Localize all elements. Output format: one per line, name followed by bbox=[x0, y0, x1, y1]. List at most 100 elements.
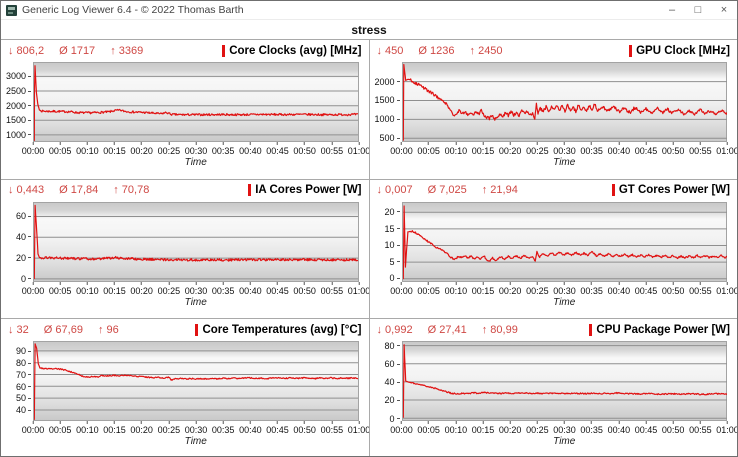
chart-stats-row: ↓ 806,2 Ø 1717 ↑ 3369 Core Clocks (avg) … bbox=[8, 43, 362, 58]
x-tick-label: 00:55 bbox=[689, 421, 712, 435]
x-tick-label: 00:35 bbox=[580, 281, 603, 296]
chart-grid: ↓ 806,2 Ø 1717 ↑ 3369 Core Clocks (avg) … bbox=[1, 39, 737, 456]
x-tick-label: 00:40 bbox=[608, 142, 630, 156]
chart-panel-core-temperatures: ↓ 32 Ø 67,69 ↑ 96 Core Temperatures (avg… bbox=[1, 319, 369, 456]
x-tick-label: 01:00 bbox=[348, 421, 369, 435]
chart-panel-gpu-clock: ↓ 450 Ø 1236 ↑ 2450 GPU Clock [MHz] 500 1… bbox=[369, 40, 737, 179]
x-axis: 00:00 00:05 00:10 00:15 00:20 00:25 00:30 00:35… bbox=[22, 421, 369, 436]
y-tick-label: 60 bbox=[16, 211, 31, 221]
title-bar[interactable]: Generic Log Viewer 6.4 - © 2022 Thomas B… bbox=[1, 1, 737, 20]
x-tick-label: 00:10 bbox=[445, 142, 467, 156]
x-tick-label: 00:50 bbox=[293, 281, 316, 296]
chart-stats: ↓ 0,007 Ø 7,025 ↑ 21,94 bbox=[377, 184, 518, 196]
x-tick-label: 01:00 bbox=[716, 421, 737, 435]
x-tick-label: 00:20 bbox=[130, 421, 153, 435]
stat-avg: Ø 1717 bbox=[59, 44, 96, 57]
y-tick-label: 40 bbox=[16, 405, 31, 415]
chart-panel-cpu-package-power: ↓ 0,992 Ø 27,41 ↑ 80,99 CPU Package Powe… bbox=[369, 319, 737, 456]
x-axis-title: Time bbox=[184, 157, 207, 168]
series-color-marker-icon bbox=[629, 44, 633, 57]
y-axis: 500 1000 1500 2000 bbox=[370, 62, 400, 143]
x-axis-title: Time bbox=[553, 157, 576, 168]
y-axis: 1000 1500 2000 2500 3000 bbox=[1, 62, 31, 142]
x-tick-label: 00:20 bbox=[499, 142, 521, 156]
x-tick-label: 00:05 bbox=[49, 281, 71, 296]
x-tick-label: 00:00 bbox=[390, 281, 413, 296]
maximize-button[interactable]: □ bbox=[694, 4, 702, 16]
chart-panel-core-clocks: ↓ 806,2 Ø 1717 ↑ 3369 Core Clocks (avg) … bbox=[1, 40, 369, 179]
chart-stats-row: ↓ 0,443 Ø 17,84 ↑ 70,78 IA Cores Power [… bbox=[8, 183, 362, 198]
stat-min: ↓ 806,2 bbox=[8, 44, 45, 57]
chart-canvas[interactable] bbox=[401, 201, 727, 282]
x-tick-label: 00:40 bbox=[239, 142, 262, 156]
chart-canvas[interactable] bbox=[33, 201, 359, 282]
x-tick-label: 00:15 bbox=[472, 421, 494, 435]
y-tick-label: 80 bbox=[384, 341, 400, 351]
chart-svg bbox=[34, 204, 358, 280]
y-tick-label: 60 bbox=[16, 382, 31, 392]
x-tick-label: 00:35 bbox=[580, 421, 603, 435]
chart-canvas[interactable] bbox=[401, 341, 727, 422]
tab-stress[interactable]: stress bbox=[351, 22, 387, 37]
chart-title: Core Temperatures (avg) [°C] bbox=[195, 323, 362, 336]
chart-stats: ↓ 0,443 Ø 17,84 ↑ 70,78 bbox=[8, 184, 149, 196]
x-tick-label: 00:15 bbox=[472, 142, 494, 156]
y-tick-label: 500 bbox=[379, 133, 400, 143]
stat-avg: Ø 27,41 bbox=[427, 323, 467, 336]
chart-panel-ia-cores-power: ↓ 0,443 Ø 17,84 ↑ 70,78 IA Cores Power [… bbox=[1, 179, 369, 319]
x-axis-title: Time bbox=[184, 296, 207, 308]
minimize-button[interactable]: – bbox=[668, 4, 676, 16]
x-tick-label: 00:10 bbox=[76, 281, 99, 296]
series-color-marker-icon bbox=[222, 44, 226, 57]
series-line bbox=[34, 204, 358, 279]
x-tick-label: 00:50 bbox=[662, 281, 684, 296]
close-button[interactable]: × bbox=[720, 4, 728, 16]
chart-title-text: Core Clocks (avg) [MHz] bbox=[229, 44, 362, 57]
chart-title: IA Cores Power [W] bbox=[248, 184, 362, 197]
chart-stats-row: ↓ 0,992 Ø 27,41 ↑ 80,99 CPU Package Powe… bbox=[377, 322, 730, 337]
x-tick-label: 00:45 bbox=[635, 142, 657, 156]
chart-canvas[interactable] bbox=[401, 62, 727, 142]
x-tick-label: 00:30 bbox=[553, 142, 576, 156]
x-tick-label: 00:15 bbox=[472, 281, 494, 296]
x-tick-label: 00:45 bbox=[266, 281, 289, 296]
series-color-marker-icon bbox=[589, 323, 593, 336]
x-tick-label: 00:40 bbox=[239, 281, 262, 296]
stat-min: ↓ 32 bbox=[8, 323, 29, 336]
x-tick-label: 00:35 bbox=[212, 281, 234, 296]
x-tick-label: 00:30 bbox=[185, 421, 207, 435]
y-axis: 0 5 10 15 20 bbox=[370, 202, 400, 283]
stat-max: ↑ 21,94 bbox=[481, 184, 518, 197]
x-tick-label: 00:15 bbox=[103, 421, 126, 435]
y-tick-label: 70 bbox=[16, 370, 31, 380]
x-tick-label: 00:45 bbox=[266, 421, 289, 435]
chart-canvas[interactable] bbox=[33, 62, 359, 142]
y-tick-label: 20 bbox=[16, 253, 31, 263]
chart-canvas[interactable] bbox=[33, 341, 359, 422]
x-tick-label: 00:35 bbox=[212, 421, 234, 435]
window-title: Generic Log Viewer 6.4 - © 2022 Thomas B… bbox=[22, 4, 244, 16]
y-tick-label: 10 bbox=[384, 240, 400, 250]
stat-min: ↓ 450 bbox=[376, 44, 404, 57]
x-tick-label: 00:40 bbox=[239, 421, 262, 435]
y-tick-label: 80 bbox=[16, 358, 31, 368]
x-axis: 00:00 00:05 00:10 00:15 00:20 00:25 00:30 00:35… bbox=[390, 281, 737, 297]
stat-max: ↑ 70,78 bbox=[113, 184, 150, 197]
chart-title: GPU Clock [MHz] bbox=[629, 44, 730, 57]
chart-stats: ↓ 0,992 Ø 27,41 ↑ 80,99 bbox=[377, 324, 518, 336]
stat-max: ↑ 3369 bbox=[110, 44, 144, 57]
y-tick-label: 90 bbox=[16, 346, 31, 356]
y-tick-label: 40 bbox=[16, 232, 31, 242]
chart-stats: ↓ 450 Ø 1236 ↑ 2450 bbox=[377, 45, 503, 57]
y-tick-label: 40 bbox=[384, 377, 400, 387]
stat-max: ↑ 80,99 bbox=[481, 323, 518, 336]
x-tick-label: 00:55 bbox=[689, 142, 712, 156]
x-tick-label: 00:50 bbox=[662, 142, 684, 156]
x-axis: 00:00 00:05 00:10 00:15 00:20 00:25 00:30 00:35… bbox=[22, 281, 369, 297]
stat-avg: Ø 1236 bbox=[418, 44, 455, 57]
y-tick-label: 60 bbox=[384, 359, 400, 369]
x-axis: 00:00 00:05 00:10 00:15 00:20 00:25 00:30 00:35… bbox=[390, 421, 737, 436]
y-axis: 40 50 60 70 80 90 bbox=[1, 341, 31, 421]
x-tick-label: 01:00 bbox=[348, 142, 369, 156]
